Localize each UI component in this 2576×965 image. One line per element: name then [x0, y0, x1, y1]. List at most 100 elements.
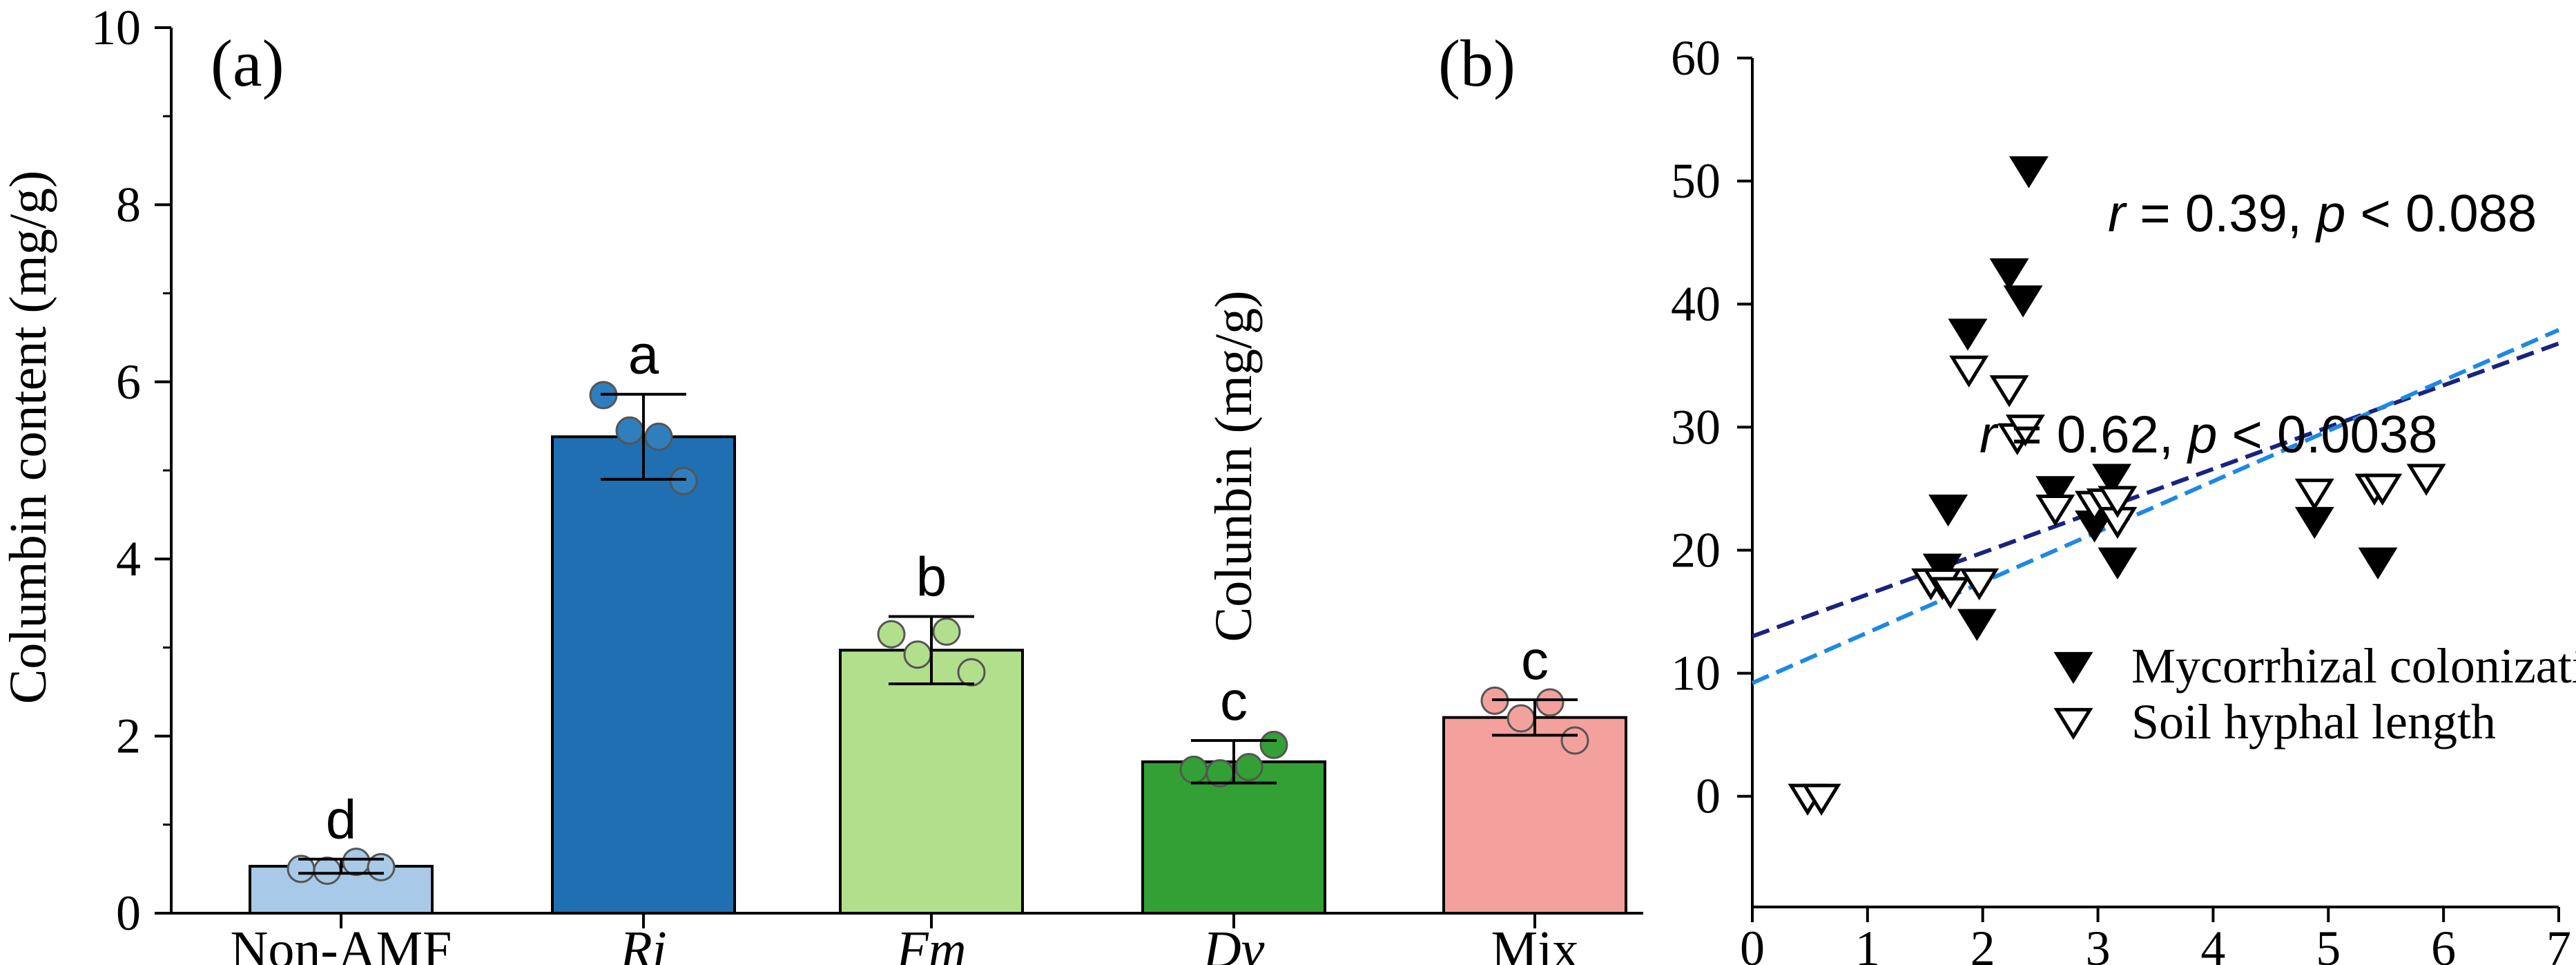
panel-a-data-point: [903, 640, 932, 669]
panel-b-x-tick-label: 7: [2546, 921, 2571, 965]
panel-a-data-point: [342, 848, 371, 877]
panel-b-y-tick-label: 50: [1671, 153, 1721, 209]
panel-b-point-hyphal: [1959, 568, 1999, 601]
panel-a-y-tick-label: 2: [116, 709, 141, 764]
panel-a-y-axis-label: Columbin content (mg/g): [0, 171, 57, 705]
stat-p-value: < 0.0038: [2217, 405, 2437, 464]
panel-a-x-tick-labels: Non-AMF Ri Fm Dv Mix: [231, 913, 1579, 965]
panel-b-y-tick-labels: 0 10 20 30 40 50 60: [1671, 30, 1752, 824]
panel-b-y-axis-label: Colunbin (mg/g): [1205, 291, 1263, 642]
panel-a-data-point: [1179, 755, 1208, 784]
panel-b-point-hyphal: [2363, 473, 2403, 506]
panel-b-point-hyphal: [2406, 464, 2446, 496]
panel-b-scatter-chart: (b) Colunbin (mg/g) r = 0.39, p < 0.088r…: [1205, 26, 2576, 965]
panel-b-x-tick-labels: 0 1 2 3 4 5 6 7: [1740, 907, 2571, 965]
panel-a-data-point: [1234, 752, 1263, 781]
panel-b-legend-marker: [2053, 651, 2093, 685]
panel-b-stat-mycorrhizal: r = 0.39, p < 0.088: [2108, 184, 2537, 243]
panel-a-data-point: [877, 620, 906, 649]
panel-a-y-tick-label: 10: [91, 0, 141, 55]
panel-a-data-points: [287, 381, 1589, 885]
panel-b-point-hyphal: [1801, 783, 1841, 816]
panel-b-point-hyphal: [2035, 495, 2075, 527]
panel-a-data-point: [669, 466, 698, 495]
panel-b-y-tick-label: 10: [1671, 646, 1721, 701]
panel-a-data-point: [644, 422, 673, 451]
panel-b-fit-line-mycorrhizal: [1751, 341, 2560, 638]
stat-r-value: = 0.39,: [2125, 184, 2316, 243]
panel-b-legend-label: Mycorrhizal colonization: [2131, 638, 2576, 694]
panel-b-point-hyphal: [1949, 355, 1989, 388]
panel-b-x-tick-label: 6: [2431, 921, 2456, 965]
panel-b-y-tick-label: 30: [1671, 399, 1721, 455]
panel-b-x-tick-label: 4: [2200, 921, 2225, 965]
panel-a-data-point: [1507, 704, 1536, 733]
panel-b-x-tick-label: 5: [2316, 921, 2341, 965]
panel-b-axes: [1751, 58, 2559, 908]
panel-a-x-tick-label: Dv: [1203, 921, 1265, 965]
panel-b-y-tick-label: 20: [1671, 522, 1721, 577]
stat-p-value: < 0.088: [2345, 184, 2537, 243]
panel-b-legend-marker: [2053, 707, 2093, 741]
stat-p-symbol: p: [2315, 184, 2345, 243]
panel-b-x-tick-label: 0: [1740, 921, 1765, 965]
panel-b-fit-lines: [1751, 327, 2560, 685]
panel-b-point-mycorrhizal: [1957, 609, 1997, 641]
panel-a-significance-letter: d: [326, 789, 357, 850]
stat-r-symbol: r: [2108, 184, 2127, 243]
panel-b-x-tick-label: 1: [1855, 921, 1880, 965]
panel-a-significance-letters: d a b c c: [326, 324, 1549, 850]
stat-r-value: = 0.62,: [1997, 405, 2188, 464]
panel-a-significance-letter: a: [628, 324, 659, 385]
panel-a-data-point: [313, 856, 342, 885]
panel-a-x-tick-label: Mix: [1491, 921, 1579, 965]
panel-b-x-tick-label: 3: [2086, 921, 2111, 965]
panel-b-legend-label: Soil hyphal length: [2131, 694, 2496, 749]
panel-b-legend: Mycorrhizal colonizationSoil hyphal leng…: [2053, 638, 2576, 749]
panel-a-significance-letter: c: [1521, 629, 1549, 691]
panel-b-point-hyphal: [2098, 486, 2138, 518]
panel-b-y-tick-label: 40: [1671, 276, 1721, 332]
panel-b-point-mycorrhizal: [1948, 318, 1988, 351]
panel-a-bar-dv: [1141, 760, 1326, 915]
panel-b-fit-line-hyphal: [1751, 327, 2560, 685]
panel-a-y-tick-label: 4: [116, 531, 141, 586]
panel-b-point-mycorrhizal: [2035, 476, 2075, 508]
panel-a-x-tick-label: Fm: [895, 921, 966, 965]
panel-b-y-tick-label: 60: [1671, 30, 1721, 86]
panel-a-data-point: [957, 658, 986, 687]
stat-p-symbol: p: [2187, 405, 2217, 464]
panel-a-x-tick-label: Ri: [619, 921, 667, 965]
panel-b-point-mycorrhizal: [1989, 258, 2029, 291]
panel-a-data-point: [1259, 730, 1288, 759]
panel-a-y-tick-label: 8: [116, 177, 141, 232]
panel-b-point-hyphal: [1930, 577, 1970, 609]
panel-a-y-tick-label: 0: [116, 886, 141, 941]
panel-b-point-hyphal: [1989, 375, 2029, 408]
panel-b-point-hyphal: [2294, 478, 2334, 511]
panel-a-label: (a): [211, 26, 284, 100]
panel-b-x-tick-label: 2: [1970, 921, 1995, 965]
panel-a-bar-ri: [551, 435, 736, 915]
panel-a-bar-fm: [839, 649, 1024, 915]
panel-b-point-mycorrhizal: [2008, 156, 2049, 189]
panel-a-x-tick-label: Non-AMF: [231, 921, 452, 965]
panel-a-bar-mix: [1442, 716, 1627, 915]
panel-a-data-point: [1560, 726, 1589, 755]
panel-b-point-mycorrhizal: [2294, 506, 2334, 539]
panel-a-data-point: [1536, 688, 1565, 717]
panel-a-y-tick-labels: 0 2 4 6 8 10: [91, 0, 171, 941]
panel-b-data-points: [1788, 156, 2446, 816]
panel-a-bar-chart: (a) Columbin content (mg/g) d a b c c 0 2 4 6 8 1…: [0, 0, 1643, 965]
panel-b-point-mycorrhizal: [2098, 547, 2138, 580]
panel-b-point-mycorrhizal: [2003, 285, 2043, 318]
panel-b-point-mycorrhizal: [2358, 547, 2398, 580]
panel-a-data-point: [615, 416, 644, 445]
panel-a-error-bars: [298, 392, 1578, 875]
panel-b-label: (b): [1438, 26, 1515, 100]
stat-r-symbol: r: [1979, 405, 1999, 464]
panel-a-data-point: [932, 617, 961, 646]
panel-b-point-hyphal: [2005, 414, 2045, 447]
